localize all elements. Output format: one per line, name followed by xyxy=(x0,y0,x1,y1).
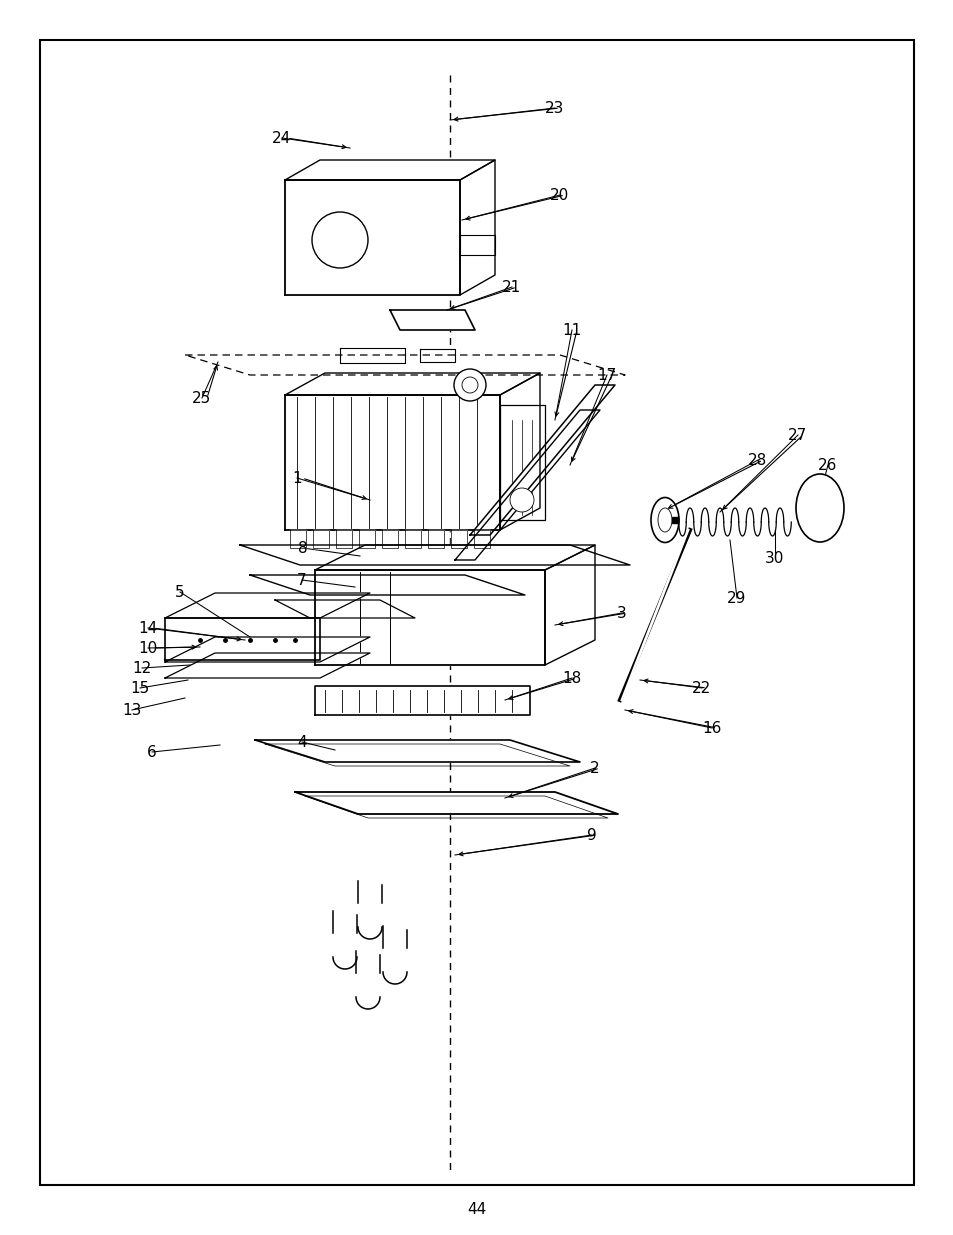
Text: 4: 4 xyxy=(297,735,307,750)
Circle shape xyxy=(312,212,368,268)
Polygon shape xyxy=(250,576,524,595)
Polygon shape xyxy=(358,530,375,548)
Text: 11: 11 xyxy=(561,322,581,337)
Polygon shape xyxy=(285,373,539,395)
Text: 17: 17 xyxy=(597,368,616,383)
Circle shape xyxy=(454,369,485,401)
Polygon shape xyxy=(405,530,420,548)
Polygon shape xyxy=(499,405,544,520)
Polygon shape xyxy=(185,354,624,375)
Polygon shape xyxy=(294,792,618,814)
Text: 15: 15 xyxy=(131,680,150,695)
Text: 21: 21 xyxy=(502,279,521,294)
Polygon shape xyxy=(165,593,370,618)
Polygon shape xyxy=(285,180,459,295)
Polygon shape xyxy=(314,571,544,664)
Text: 16: 16 xyxy=(701,720,720,736)
Text: 29: 29 xyxy=(726,590,746,605)
Text: 22: 22 xyxy=(692,680,711,695)
Text: 20: 20 xyxy=(550,188,569,203)
Polygon shape xyxy=(165,653,370,678)
Polygon shape xyxy=(254,740,579,762)
Polygon shape xyxy=(390,310,475,330)
Text: 14: 14 xyxy=(138,620,157,636)
Polygon shape xyxy=(165,618,319,659)
Text: 44: 44 xyxy=(467,1203,486,1218)
Text: 12: 12 xyxy=(132,661,152,676)
Polygon shape xyxy=(381,530,397,548)
Ellipse shape xyxy=(658,508,671,532)
Text: 3: 3 xyxy=(617,605,626,620)
Circle shape xyxy=(461,377,477,393)
Text: 8: 8 xyxy=(298,541,308,556)
Ellipse shape xyxy=(650,498,679,542)
Polygon shape xyxy=(314,545,595,571)
Polygon shape xyxy=(313,530,329,548)
Text: 30: 30 xyxy=(764,551,784,566)
Polygon shape xyxy=(474,530,490,548)
Polygon shape xyxy=(419,350,455,362)
Polygon shape xyxy=(544,545,595,664)
Text: 6: 6 xyxy=(147,745,156,760)
Circle shape xyxy=(510,488,534,513)
Text: 9: 9 xyxy=(586,827,597,842)
Polygon shape xyxy=(165,637,370,662)
Text: 28: 28 xyxy=(747,452,767,468)
Polygon shape xyxy=(339,348,405,363)
Polygon shape xyxy=(285,395,499,530)
Polygon shape xyxy=(240,545,629,564)
Text: 13: 13 xyxy=(122,703,142,718)
Text: 25: 25 xyxy=(193,390,212,405)
Polygon shape xyxy=(274,600,415,618)
Polygon shape xyxy=(470,385,615,535)
Polygon shape xyxy=(451,530,467,548)
Text: 5: 5 xyxy=(175,584,185,599)
Text: 1: 1 xyxy=(292,471,301,485)
Text: 27: 27 xyxy=(787,427,807,442)
Polygon shape xyxy=(314,685,530,715)
Text: 23: 23 xyxy=(545,100,564,116)
Polygon shape xyxy=(459,235,495,254)
Text: 26: 26 xyxy=(818,457,837,473)
Text: 24: 24 xyxy=(273,131,292,146)
Text: 2: 2 xyxy=(590,761,599,776)
Polygon shape xyxy=(499,373,539,530)
Text: 7: 7 xyxy=(297,573,307,588)
Ellipse shape xyxy=(795,474,843,542)
Polygon shape xyxy=(285,161,495,180)
Polygon shape xyxy=(459,161,495,295)
Polygon shape xyxy=(290,530,306,548)
Polygon shape xyxy=(455,410,599,559)
Polygon shape xyxy=(335,530,352,548)
Polygon shape xyxy=(428,530,443,548)
Text: 18: 18 xyxy=(561,671,581,685)
Text: 10: 10 xyxy=(138,641,157,656)
